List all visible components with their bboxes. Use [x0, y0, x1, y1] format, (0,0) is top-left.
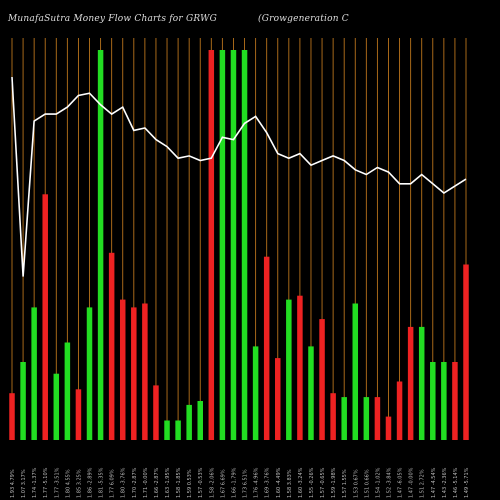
bar [20, 362, 26, 440]
bar [418, 326, 425, 440]
x-tick-label: 1.93 4.79% [10, 469, 16, 498]
bar [430, 362, 436, 440]
bar [330, 393, 336, 440]
bar [86, 307, 93, 440]
bar [9, 393, 15, 440]
bar [208, 50, 215, 440]
bar [97, 50, 104, 440]
bar [219, 50, 226, 440]
x-tick-label: 1.47 -0.00% [409, 467, 415, 498]
bar [164, 420, 170, 440]
x-tick-label: 1.51 2.72% [420, 469, 426, 498]
bar [53, 373, 60, 440]
x-tick-label: 1.66 -2.87% [154, 467, 160, 498]
x-tick-label: 1.59 -1.98% [331, 467, 337, 498]
x-tick-label: 1.57 1.55% [342, 469, 348, 498]
bars [9, 50, 469, 440]
x-tick-label: 1.57 -0.53% [198, 467, 204, 498]
gridlines [11, 38, 467, 440]
bar [142, 303, 148, 440]
bar [352, 303, 359, 440]
x-tick-label: 1.55 -0.26% [309, 467, 315, 498]
x-tick-label: 1.73 6.51% [243, 469, 249, 498]
bar [119, 299, 126, 440]
bar [64, 342, 71, 440]
bar [75, 389, 82, 440]
bar [363, 397, 370, 440]
chart-title: MunafaSutra Money Flow Charts for GRWG [8, 14, 217, 24]
x-tick-label: 1.81 -5.35% [99, 467, 105, 498]
bar [153, 385, 159, 440]
bar [463, 264, 469, 440]
bar [374, 397, 381, 440]
bar [241, 50, 248, 440]
x-tick-label: 1.54 -1.02% [375, 467, 381, 498]
x-tick-label: 1.47 -6.05% [398, 467, 404, 498]
bar [175, 420, 181, 440]
bar [31, 307, 37, 440]
bar [42, 194, 48, 440]
x-tick-label: 1.07 3.17% [21, 469, 27, 498]
x-tick-label: 1.76 -4.96% [254, 467, 260, 498]
x-tick-label: 1.58 3.83% [287, 469, 293, 498]
bar [441, 362, 447, 440]
bar [385, 416, 392, 440]
x-tick-label: 1.46 -5.14% [453, 467, 459, 498]
bar [230, 50, 237, 440]
bar [275, 358, 281, 440]
bar [197, 401, 203, 440]
bar [108, 252, 115, 440]
bar [452, 362, 458, 440]
x-tick-label: 1.53 0.67% [353, 469, 359, 498]
x-tick-label: 1.59 0.53% [187, 469, 193, 498]
bar [396, 381, 403, 440]
bar [308, 346, 314, 440]
x-tick-label: 1.57 -0.65% [320, 467, 326, 498]
x-tick-label: 1.58 -2.06% [209, 467, 215, 498]
bar [319, 319, 325, 440]
bar [341, 397, 347, 440]
x-tick-label: 1.80 4.55% [65, 469, 71, 498]
x-tick-labels: 1.93 4.79% 1.07 3.17% 1.74 -1.37% 1.77 -5.1… [10, 467, 470, 498]
x-tick-label: 1.60 -4.49% [276, 467, 282, 498]
x-tick-label: 1.52 -3.84% [387, 467, 393, 498]
x-tick-label: 1.60 -3.24% [298, 467, 304, 498]
x-tick-label: 1.86 -2.89% [88, 467, 94, 498]
x-tick-label: 1.77 -5.10% [43, 467, 49, 498]
x-tick-label: 1.66 -1.79% [232, 467, 238, 498]
x-tick-label: 1.47 -4.54% [431, 467, 437, 498]
x-tick-label: 1.85 3.25% [76, 469, 82, 498]
x-tick-label: 1.71 -0.00% [143, 467, 149, 498]
x-tick-label: 1.74 -1.37% [32, 467, 38, 498]
bar [297, 295, 303, 440]
bar [286, 299, 292, 440]
bar [263, 256, 270, 440]
x-tick-label: 1.58 -1.85% [176, 467, 182, 498]
x-tick-label: 1.51 0.66% [364, 469, 370, 498]
bar [252, 346, 259, 440]
x-tick-label: 1.70 -2.87% [132, 467, 138, 498]
x-tick-label: 1.77 -3.51% [54, 467, 60, 498]
x-tick-label: 1.80 -3.76% [121, 467, 127, 498]
bar [131, 307, 137, 440]
bar [186, 404, 192, 440]
x-tick-label: 1.49 -5.71% [464, 467, 470, 498]
price-line [11, 76, 467, 277]
x-tick-label: 1.67 6.69% [220, 469, 226, 498]
x-tick-label: 1.63 -1.95% [165, 467, 171, 498]
x-tick-label: 1.43 -2.36% [442, 467, 448, 498]
bar [407, 326, 414, 440]
chart-subtitle: (Growgeneration C [258, 14, 349, 24]
x-tick-label: 1.77 6.09% [110, 469, 116, 498]
x-tick-label: 1.69 -3.76% [265, 467, 271, 498]
